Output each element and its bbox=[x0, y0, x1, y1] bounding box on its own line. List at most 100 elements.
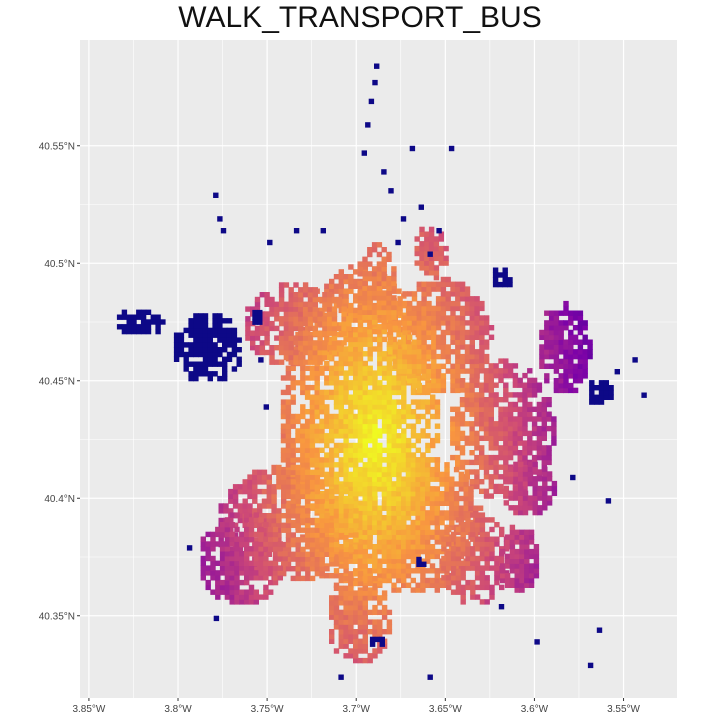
data-cell bbox=[234, 560, 240, 566]
data-cell bbox=[362, 462, 368, 468]
data-cell bbox=[372, 590, 378, 596]
data-cell bbox=[353, 399, 359, 405]
data-cell bbox=[428, 265, 435, 271]
data-cell bbox=[329, 413, 335, 420]
data-cell bbox=[343, 503, 349, 509]
data-cell bbox=[372, 452, 378, 458]
data-cell bbox=[215, 531, 221, 538]
data-cell bbox=[322, 296, 328, 303]
data-cell bbox=[333, 600, 340, 606]
data-cell bbox=[239, 560, 245, 566]
data-cell bbox=[357, 360, 364, 367]
data-cell bbox=[450, 430, 456, 437]
data-cell bbox=[488, 464, 494, 470]
data-cell bbox=[329, 503, 335, 509]
data-cell bbox=[367, 476, 373, 482]
data-cell bbox=[224, 560, 231, 566]
data-cell bbox=[188, 322, 194, 329]
data-cell bbox=[459, 339, 466, 345]
data-cell bbox=[431, 344, 437, 350]
data-cell bbox=[285, 508, 292, 514]
data-cell bbox=[421, 339, 427, 345]
data-cell bbox=[229, 575, 235, 581]
data-cell bbox=[244, 589, 250, 595]
data-cell bbox=[302, 349, 309, 356]
x-tick-label: 3.55°W bbox=[607, 704, 640, 715]
data-cell bbox=[410, 539, 416, 545]
data-cell bbox=[317, 335, 323, 341]
data-cell bbox=[367, 573, 373, 579]
data-cell bbox=[488, 445, 494, 451]
data-cell bbox=[483, 421, 490, 427]
data-cell bbox=[450, 329, 456, 336]
data-cell bbox=[302, 359, 309, 365]
data-cell bbox=[338, 423, 344, 429]
data-cell bbox=[502, 277, 508, 283]
data-cell bbox=[212, 371, 218, 377]
data-cell bbox=[528, 539, 535, 545]
data-cell bbox=[300, 561, 306, 567]
data-cell bbox=[488, 377, 494, 384]
data-cell bbox=[405, 582, 412, 588]
data-cell bbox=[572, 373, 579, 379]
data-cell bbox=[410, 471, 416, 478]
data-cell bbox=[474, 421, 480, 427]
data-cell bbox=[435, 305, 442, 312]
data-cell bbox=[415, 466, 421, 473]
data-cell bbox=[424, 255, 430, 261]
data-cell bbox=[479, 382, 485, 388]
data-cell bbox=[367, 590, 373, 596]
data-cell bbox=[252, 537, 258, 543]
data-cell bbox=[522, 382, 528, 388]
data-cell bbox=[386, 256, 392, 262]
data-cell bbox=[224, 565, 231, 571]
data-cell bbox=[198, 342, 204, 348]
data-cell bbox=[407, 358, 413, 365]
data-cell bbox=[533, 573, 540, 579]
data-cell bbox=[446, 526, 452, 533]
data-cell bbox=[376, 304, 383, 311]
data-cell bbox=[353, 633, 359, 640]
data-cell bbox=[598, 385, 605, 391]
data-cell bbox=[450, 281, 456, 287]
data-cell bbox=[517, 416, 523, 422]
data-cell bbox=[248, 589, 255, 595]
data-cell bbox=[582, 325, 588, 331]
data-cell bbox=[319, 433, 325, 439]
data-cell bbox=[333, 442, 340, 449]
data-cell bbox=[464, 435, 470, 441]
data-cell bbox=[372, 399, 378, 405]
data-cell bbox=[252, 508, 258, 514]
data-cell bbox=[450, 363, 456, 369]
data-cell bbox=[415, 534, 421, 540]
data-cell bbox=[338, 462, 344, 468]
data-cell bbox=[410, 413, 417, 420]
data-cell bbox=[512, 421, 519, 427]
data-cell bbox=[498, 488, 504, 494]
data-cell bbox=[193, 313, 199, 319]
data-cell bbox=[239, 551, 245, 557]
data-cell bbox=[474, 411, 480, 417]
data-cell bbox=[420, 544, 426, 550]
data-cell bbox=[391, 553, 397, 560]
data-cell bbox=[222, 356, 228, 362]
data-cell bbox=[333, 648, 340, 654]
data-cell bbox=[455, 353, 461, 360]
data-cell bbox=[278, 316, 285, 322]
data-cell bbox=[272, 536, 279, 542]
data-cell bbox=[517, 435, 523, 441]
data-cell bbox=[483, 493, 490, 499]
data-cell bbox=[440, 305, 447, 312]
data-cell bbox=[415, 404, 421, 410]
data-cell bbox=[474, 300, 480, 307]
data-cell bbox=[507, 368, 514, 374]
data-cell bbox=[362, 309, 368, 315]
data-cell bbox=[331, 296, 338, 303]
data-cell bbox=[281, 527, 287, 533]
data-cell bbox=[407, 373, 413, 379]
data-cell bbox=[309, 546, 316, 553]
data-cell bbox=[353, 590, 359, 596]
data-cell bbox=[367, 399, 373, 405]
data-cell bbox=[377, 433, 383, 439]
data-cell bbox=[367, 285, 373, 291]
